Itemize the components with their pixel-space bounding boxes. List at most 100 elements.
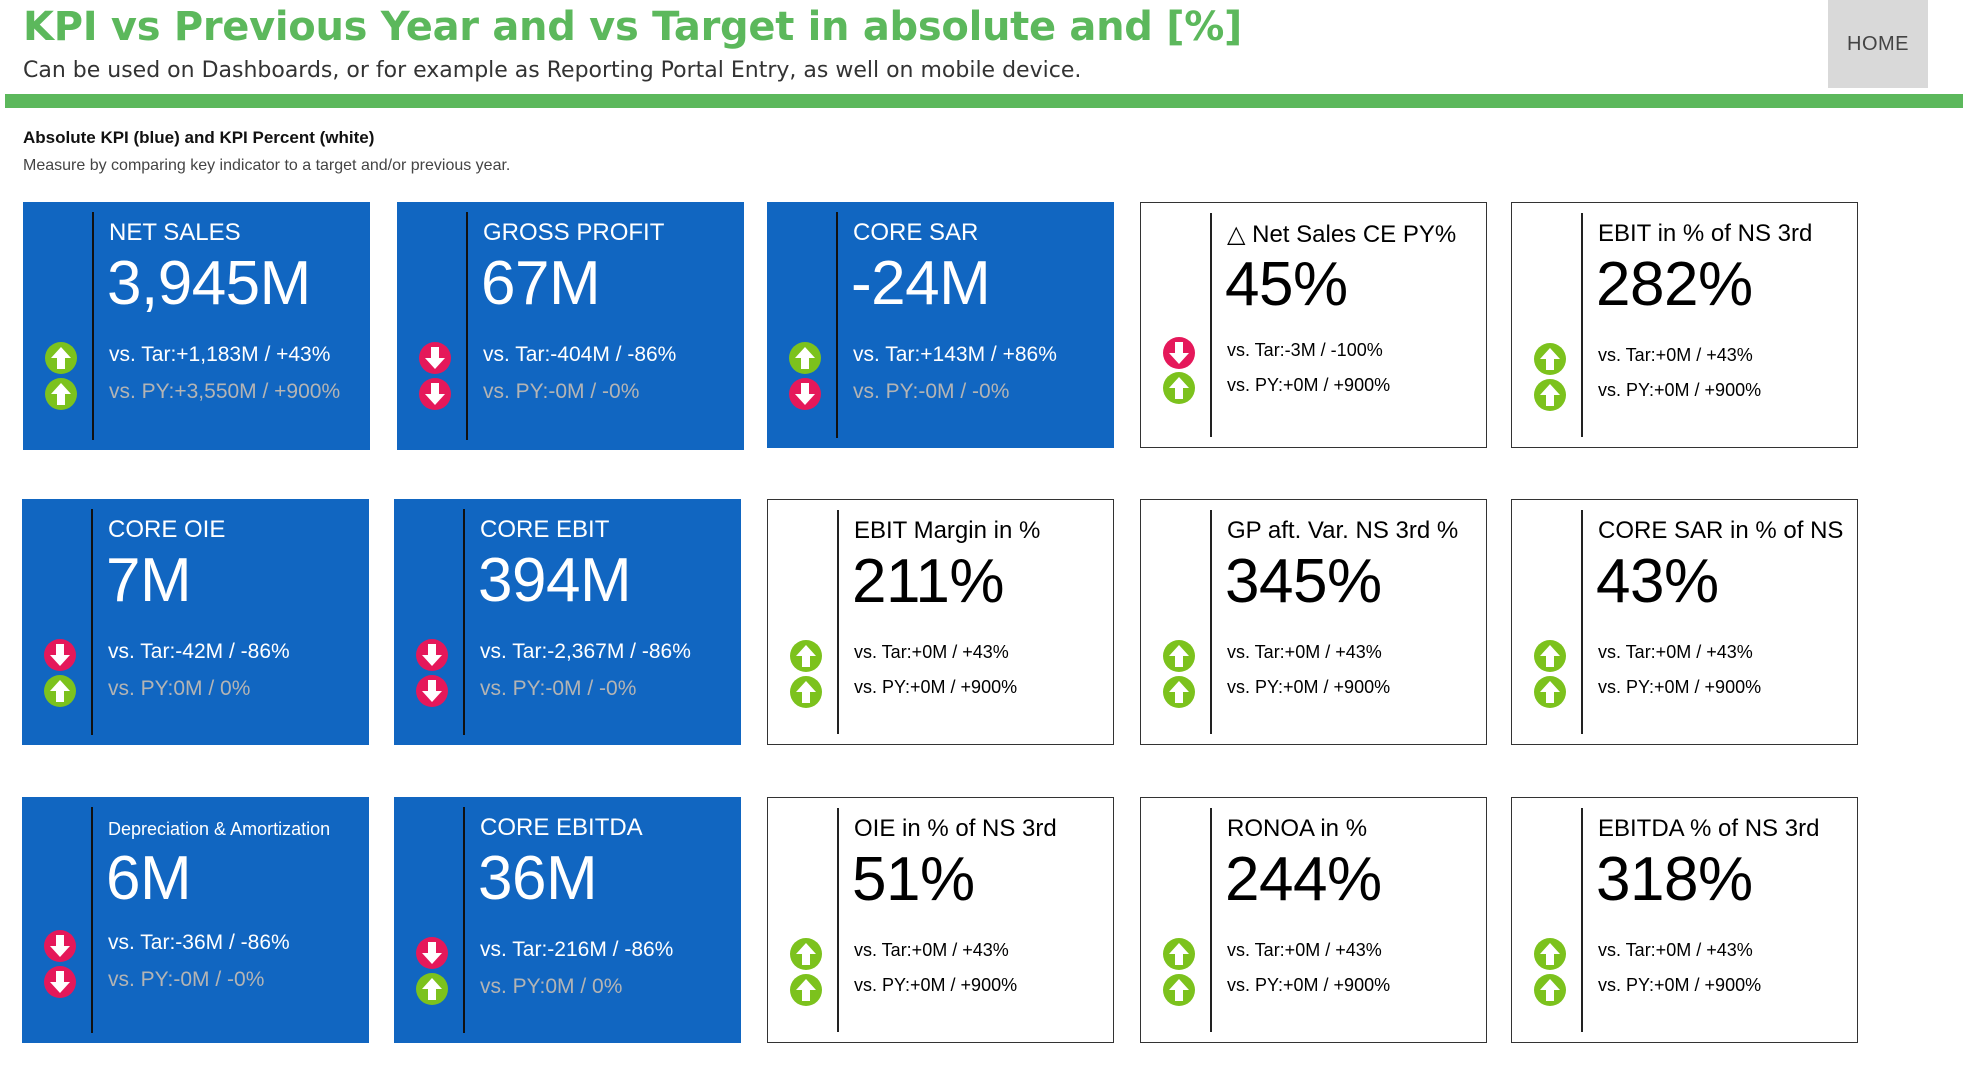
kpi-value: 43%: [1596, 547, 1719, 616]
kpi-value: 3,945M: [107, 249, 311, 318]
kpi-tile-oie-pct-ns-3rd[interactable]: OIE in % of NS 3rd 51% vs. Tar:+0M / +43…: [767, 797, 1114, 1043]
section-description: Measure by comparing key indicator to a …: [23, 157, 511, 174]
arrow-up-icon: [790, 640, 822, 672]
kpi-value: 244%: [1225, 845, 1382, 914]
arrow-up-icon: [44, 675, 76, 707]
kpi-value: 6M: [106, 844, 192, 913]
kpi-value: 211%: [852, 547, 1004, 616]
kpi-tile-core-oie[interactable]: CORE OIE 7M vs. Tar:-42M / -86% vs. PY:0…: [22, 499, 369, 745]
kpi-name: EBITDA % of NS 3rd: [1598, 815, 1820, 842]
kpi-value: 51%: [852, 845, 975, 914]
tile-divider: [463, 807, 465, 1033]
tile-divider: [837, 808, 839, 1032]
kpi-value: 7M: [106, 546, 192, 615]
kpi-name: CORE OIE: [108, 516, 226, 543]
kpi-value: 394M: [478, 546, 632, 615]
kpi-name: △ Net Sales CE PY%: [1227, 221, 1457, 248]
kpi-vs-target: vs. Tar:+0M / +43%: [854, 642, 1009, 662]
kpi-tile-net-sales-ce-py-pct[interactable]: △ Net Sales CE PY% 45% vs. Tar:-3M / -10…: [1140, 202, 1487, 448]
arrow-up-icon: [1163, 676, 1195, 708]
arrow-up-icon: [1534, 938, 1566, 970]
kpi-tile-gp-aft-var-ns-3rd-pct[interactable]: GP aft. Var. NS 3rd % 345% vs. Tar:+0M /…: [1140, 499, 1487, 745]
kpi-vs-target: vs. Tar:+0M / +43%: [1227, 940, 1382, 960]
kpi-tile-core-sar[interactable]: CORE SAR -24M vs. Tar:+143M / +86% vs. P…: [767, 202, 1114, 448]
kpi-vs-target: vs. Tar:-42M / -86%: [108, 640, 290, 663]
kpi-tile-ebitda-pct-ns-3rd[interactable]: EBITDA % of NS 3rd 318% vs. Tar:+0M / +4…: [1511, 797, 1858, 1043]
arrow-down-icon: [416, 675, 448, 707]
tile-divider: [92, 212, 94, 440]
kpi-vs-target: vs. Tar:+0M / +43%: [854, 940, 1009, 960]
kpi-vs-target: vs. Tar:+0M / +43%: [1598, 940, 1753, 960]
kpi-value: 67M: [481, 249, 601, 318]
arrow-up-icon: [1163, 938, 1195, 970]
tile-divider: [837, 510, 839, 734]
kpi-vs-target: vs. Tar:-3M / -100%: [1227, 340, 1383, 360]
kpi-vs-previous-year: vs. PY:0M / 0%: [108, 677, 251, 700]
kpi-vs-previous-year: vs. PY:-0M / -0%: [853, 380, 1010, 403]
arrow-up-icon: [1534, 343, 1566, 375]
kpi-vs-previous-year: vs. PY:-0M / -0%: [483, 380, 640, 403]
tile-divider: [1210, 510, 1212, 734]
home-button[interactable]: HOME: [1828, 0, 1928, 88]
kpi-tile-core-ebitda[interactable]: CORE EBITDA 36M vs. Tar:-216M / -86% vs.…: [394, 797, 741, 1043]
kpi-vs-target: vs. Tar:-216M / -86%: [480, 938, 674, 961]
tile-divider: [91, 807, 93, 1033]
kpi-tile-ebit-margin-pct[interactable]: EBIT Margin in % 211% vs. Tar:+0M / +43%…: [767, 499, 1114, 745]
kpi-name: GP aft. Var. NS 3rd %: [1227, 517, 1459, 544]
kpi-name: CORE SAR: [853, 219, 979, 246]
kpi-vs-target: vs. Tar:-2,367M / -86%: [480, 640, 691, 663]
kpi-vs-previous-year: vs. PY:+0M / +900%: [1227, 375, 1391, 395]
kpi-tile-gross-profit[interactable]: GROSS PROFIT 67M vs. Tar:-404M / -86% vs…: [397, 202, 744, 450]
kpi-name: CORE EBIT: [480, 516, 610, 543]
kpi-tile-ebit-pct-ns-3rd[interactable]: EBIT in % of NS 3rd 282% vs. Tar:+0M / +…: [1511, 202, 1858, 448]
kpi-vs-previous-year: vs. PY:+0M / +900%: [1598, 677, 1762, 697]
kpi-vs-previous-year: vs. PY:+0M / +900%: [1598, 380, 1762, 400]
kpi-value: 45%: [1225, 250, 1348, 319]
kpi-name: CORE SAR in % of NS: [1598, 517, 1844, 544]
kpi-tile-core-ebit[interactable]: CORE EBIT 394M vs. Tar:-2,367M / -86% vs…: [394, 499, 741, 745]
tile-divider: [1210, 808, 1212, 1032]
arrow-up-icon: [789, 342, 821, 374]
arrow-down-icon: [416, 937, 448, 969]
kpi-value: 36M: [478, 844, 598, 913]
arrow-down-icon: [416, 639, 448, 671]
kpi-vs-target: vs. Tar:+0M / +43%: [1598, 345, 1753, 365]
arrow-down-icon: [44, 639, 76, 671]
arrow-down-icon: [44, 966, 76, 998]
page-title: KPI vs Previous Year and vs Target in ab…: [23, 4, 1242, 50]
arrow-up-icon: [1534, 974, 1566, 1006]
kpi-name: NET SALES: [109, 219, 241, 246]
kpi-vs-target: vs. Tar:+1,183M / +43%: [109, 343, 331, 366]
arrow-up-icon: [1163, 372, 1195, 404]
tile-divider: [1581, 808, 1583, 1032]
kpi-tile-ronoa-pct[interactable]: RONOA in % 244% vs. Tar:+0M / +43% vs. P…: [1140, 797, 1487, 1043]
tile-divider: [1210, 213, 1212, 437]
kpi-tile-core-sar-pct-ns[interactable]: CORE SAR in % of NS 43% vs. Tar:+0M / +4…: [1511, 499, 1858, 745]
kpi-name: RONOA in %: [1227, 815, 1368, 842]
kpi-vs-target: vs. Tar:+143M / +86%: [853, 343, 1057, 366]
kpi-name: EBIT Margin in %: [854, 517, 1041, 544]
kpi-tile-net-sales[interactable]: NET SALES 3,945M vs. Tar:+1,183M / +43% …: [23, 202, 370, 450]
arrow-up-icon: [1163, 974, 1195, 1006]
tile-divider: [1581, 213, 1583, 437]
kpi-vs-previous-year: vs. PY:+3,550M / +900%: [109, 380, 341, 403]
arrow-up-icon: [790, 676, 822, 708]
kpi-vs-previous-year: vs. PY:-0M / -0%: [480, 677, 637, 700]
arrow-up-icon: [1534, 676, 1566, 708]
kpi-name: GROSS PROFIT: [483, 219, 665, 246]
kpi-vs-target: vs. Tar:-404M / -86%: [483, 343, 677, 366]
kpi-vs-previous-year: vs. PY:+0M / +900%: [1227, 677, 1391, 697]
kpi-value: 282%: [1596, 250, 1753, 319]
arrow-up-icon: [416, 973, 448, 1005]
arrow-down-icon: [419, 378, 451, 410]
kpi-vs-previous-year: vs. PY:-0M / -0%: [108, 968, 265, 991]
arrow-up-icon: [45, 378, 77, 410]
kpi-name: OIE in % of NS 3rd: [854, 815, 1057, 842]
kpi-tile-depreciation-amortization[interactable]: Depreciation & Amortization 6M vs. Tar:-…: [22, 797, 369, 1043]
tile-divider: [836, 212, 838, 438]
tile-divider: [91, 509, 93, 735]
kpi-vs-previous-year: vs. PY:0M / 0%: [480, 975, 623, 998]
arrow-up-icon: [45, 342, 77, 374]
header-divider: [5, 94, 1963, 108]
